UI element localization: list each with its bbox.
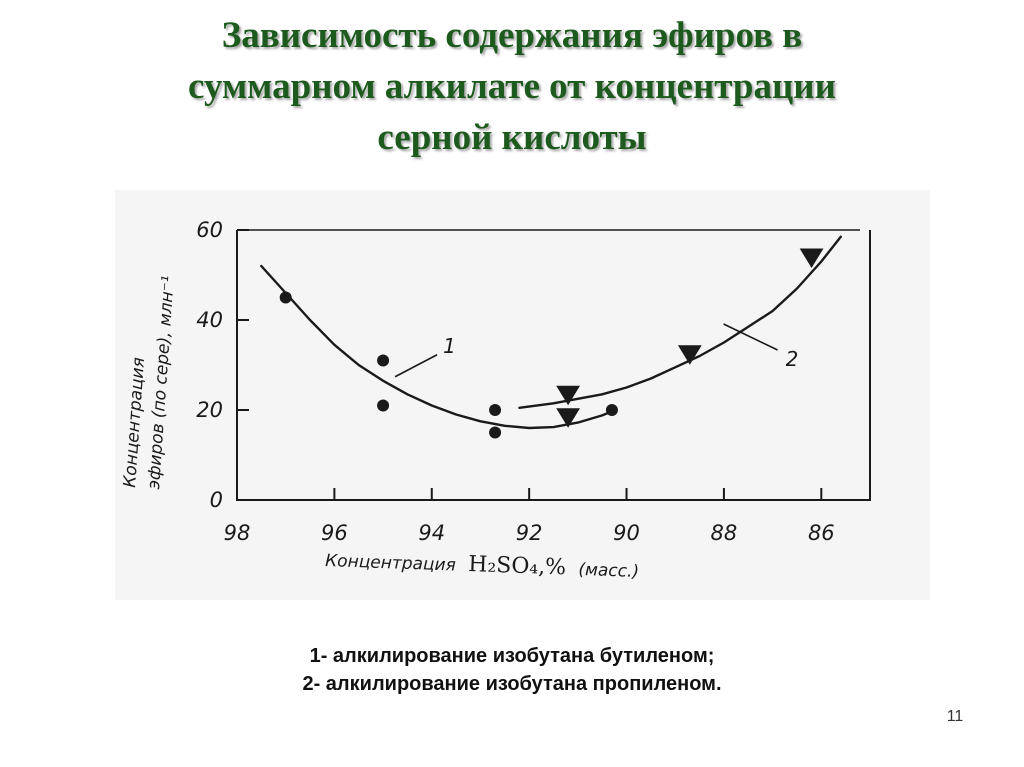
x-axis-label: Концентрация H₂SO₄,% (масс.) <box>325 547 640 583</box>
curves-layer <box>260 235 842 430</box>
x-tick-label: 88 <box>711 521 738 545</box>
series-2-point <box>556 385 580 406</box>
series-1-point <box>377 354 390 367</box>
title-line-2: суммарном алкилате от концентрации <box>188 66 836 107</box>
series-2-point <box>556 408 580 428</box>
x-tick-label: 96 <box>321 521 348 545</box>
series-2-leader <box>723 323 778 351</box>
series-2-curve <box>518 235 842 409</box>
series-2-point <box>799 248 824 268</box>
legend-line-2: 2- алкилирование изобутана пропиленом. <box>302 673 722 695</box>
x-axis-label-unit: (масс.) <box>578 560 639 582</box>
series-2-point <box>677 345 702 365</box>
series-1-curve <box>260 264 614 430</box>
x-tick-label: 90 <box>613 521 640 545</box>
y-tick-label: 0 <box>210 488 223 512</box>
series-1-label: 1 <box>443 334 456 358</box>
y-tick-label: 60 <box>196 218 223 242</box>
slide-title: Зависимость содержания эфиров в суммарно… <box>40 10 984 163</box>
series-1-point <box>489 404 502 416</box>
x-tick-label: 86 <box>808 521 835 545</box>
legend: 1- алкилирование изобутана бутиленом; 2-… <box>0 642 1024 698</box>
plot-frame <box>236 230 871 501</box>
series-2-label: 2 <box>786 347 799 371</box>
axes-layer <box>236 229 871 501</box>
points-layer <box>279 248 824 439</box>
page-number: 11 <box>946 708 964 725</box>
title-line-3: серной кислоты <box>377 117 647 158</box>
series-1-point <box>605 404 618 416</box>
x-axis-label-text: Концентрация <box>325 551 456 576</box>
y-tick-label: 40 <box>196 308 223 332</box>
curve-labels: 12 <box>394 323 799 378</box>
series-1-point <box>377 399 390 412</box>
y-tick-label: 20 <box>196 398 223 422</box>
x-tick-label: 94 <box>418 521 445 545</box>
title-line-1: Зависимость содержания эфиров в <box>221 15 803 56</box>
series-1-leader <box>394 354 438 378</box>
x-tick-label: 98 <box>224 521 251 545</box>
tick-marks <box>236 229 823 501</box>
series-1-point <box>489 426 502 439</box>
y-axis-label: Концентрация эфиров (по сере), млн⁻¹ <box>120 275 179 490</box>
svg-text:Концентрация H₂SO₄,%: Концентрация H₂SO₄,% (масс.) <box>325 547 640 583</box>
x-tick-label: 92 <box>516 521 543 545</box>
tick-labels: 98 96 94 92 90 88 86 0 20 40 60 <box>196 218 834 545</box>
series-1-point <box>279 291 292 304</box>
legend-line-1: 1- алкилирование изобутана бутиленом; <box>309 645 715 667</box>
y-axis-label-line-2: эфиров (по сере), млн⁻¹ <box>144 275 179 490</box>
x-axis-label-formula: H₂SO₄,% <box>468 552 567 580</box>
